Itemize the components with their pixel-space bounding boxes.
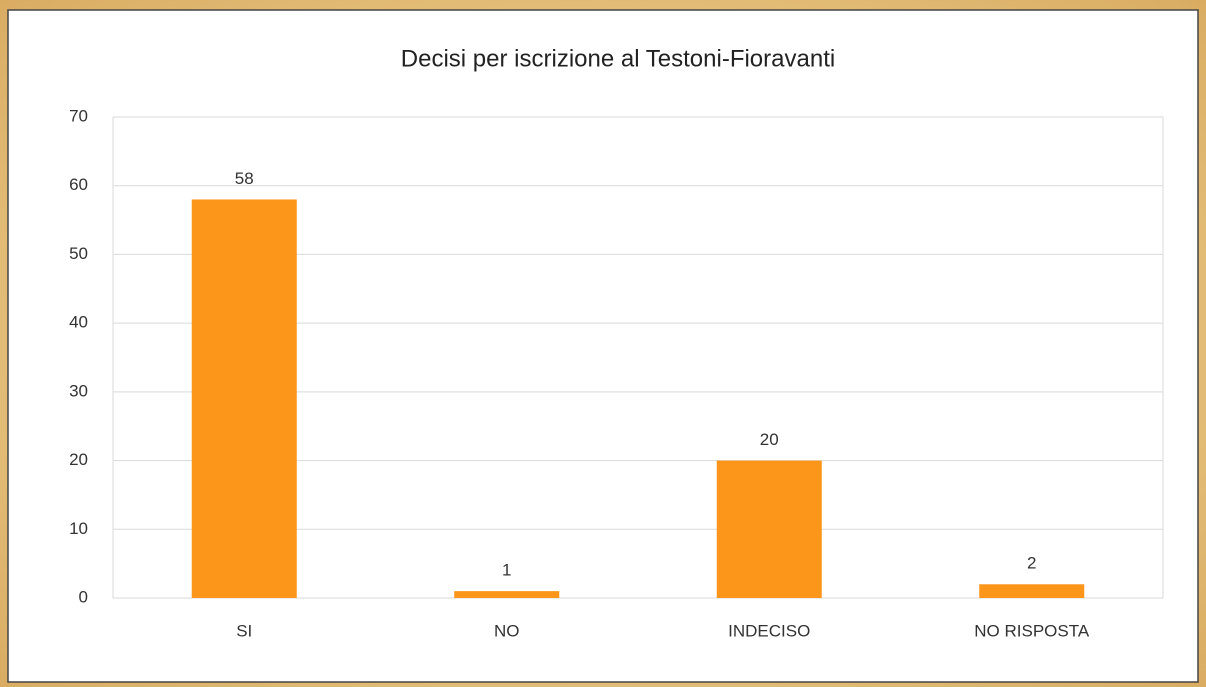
x-tick-label: NO <box>494 621 520 640</box>
chart-panel <box>7 9 1199 683</box>
y-tick-label: 30 <box>69 381 88 400</box>
bar <box>716 460 822 598</box>
bar <box>979 584 1085 598</box>
y-tick-label: 60 <box>69 175 88 194</box>
y-tick-label: 20 <box>69 450 88 469</box>
data-label: 20 <box>760 430 779 449</box>
y-tick-label: 40 <box>69 313 88 332</box>
chart-title: Decisi per iscrizione al Testoni-Fiorava… <box>401 45 835 72</box>
x-tick-label: SI <box>236 621 252 640</box>
y-tick-label: 0 <box>79 587 88 606</box>
y-tick-label: 50 <box>69 244 88 263</box>
data-label: 1 <box>502 561 511 580</box>
bar <box>454 591 560 598</box>
x-tick-label: INDECISO <box>728 621 810 640</box>
data-label: 2 <box>1027 554 1036 573</box>
x-tick-label: NO RISPOSTA <box>974 621 1090 640</box>
data-label: 58 <box>235 169 254 188</box>
bar <box>191 199 297 598</box>
y-tick-label: 70 <box>69 106 88 125</box>
y-tick-label: 10 <box>69 519 88 538</box>
